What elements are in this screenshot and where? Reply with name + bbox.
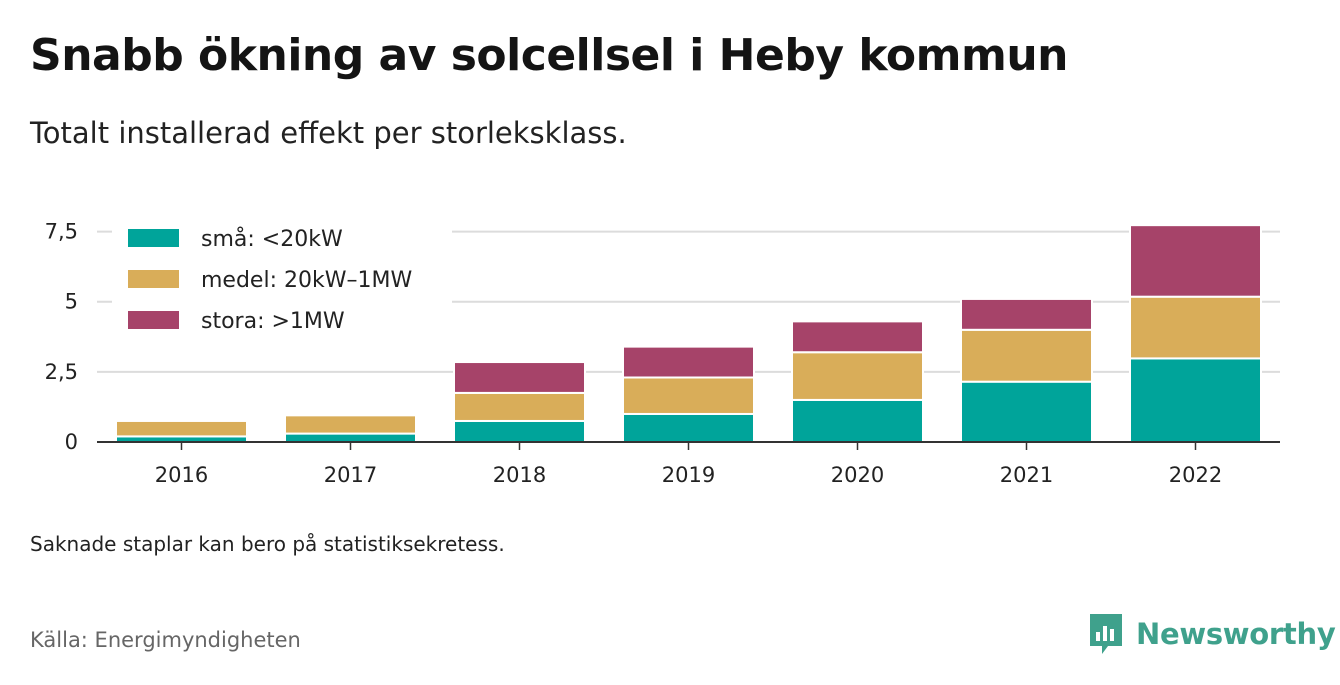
legend-swatch: [128, 229, 179, 247]
source-credit: Källa: Energimyndigheten: [30, 628, 301, 652]
x-tick-label: 2021: [1000, 463, 1053, 487]
bar-segment-small: [453, 419, 586, 443]
y-tick-label: 7,5: [45, 220, 78, 244]
stacked-bar-chart: 0 2,5 5 7,5 2016 2017 2018 2019 2020 2021 2022 små:…: [45, 220, 1280, 487]
chart-subtitle: Totalt installerad effekt per storlekskl…: [30, 116, 627, 150]
bar-segment-small: [284, 432, 417, 443]
bar-segment-small: [960, 380, 1093, 444]
bar-segment-small: [1129, 357, 1262, 443]
bar-segment-medium: [115, 419, 248, 438]
bar-segment-medium: [284, 414, 417, 435]
legend-swatch: [128, 311, 179, 329]
bar-segment-large: [791, 320, 924, 354]
newsworthy-logo: Newsworthy: [1088, 612, 1336, 656]
bar-segment-large: [453, 361, 586, 394]
bar-segment-small: [791, 398, 924, 444]
bar-segment-medium: [960, 328, 1093, 383]
bar-segment-large: [622, 345, 755, 379]
x-tick-label: 2018: [493, 463, 546, 487]
y-tick-label: 5: [65, 290, 78, 314]
bar-segment-large: [960, 297, 1093, 331]
chart-title: Snabb ökning av solcellsel i Heby kommun: [30, 30, 1068, 81]
legend-swatch: [128, 270, 179, 288]
x-tick-label: 2016: [155, 463, 208, 487]
legend-label: stora: >1MW: [201, 309, 345, 334]
bar-segment-medium: [1129, 295, 1262, 360]
legend-label: små: <20kW: [201, 226, 343, 252]
bar-segment-medium: [453, 391, 586, 422]
bar-segment-medium: [622, 376, 755, 415]
y-tick-label: 0: [65, 430, 78, 454]
bar-segment-large: [1129, 224, 1262, 298]
bar-segment-medium: [791, 351, 924, 401]
y-tick-label: 2,5: [45, 360, 78, 384]
x-tick-label: 2020: [831, 463, 884, 487]
legend-label: medel: 20kW–1MW: [201, 268, 412, 293]
missing-bars-note: Saknade staplar kan bero på statistiksek…: [30, 532, 505, 556]
newsworthy-icon: [1090, 614, 1122, 654]
brand-name: Newsworthy: [1136, 617, 1336, 651]
x-tick-label: 2019: [662, 463, 715, 487]
x-tick-label: 2017: [324, 463, 377, 487]
bar-segment-small: [622, 412, 755, 444]
x-tick-label: 2022: [1169, 463, 1222, 487]
